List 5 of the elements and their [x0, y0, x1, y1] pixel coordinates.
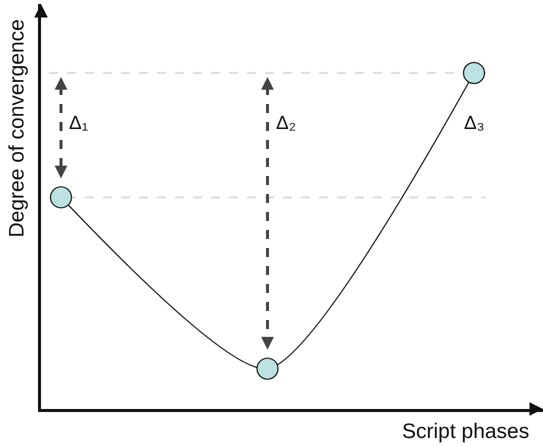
annotation: Δ₃: [464, 113, 484, 134]
y-axis-title: Degree of convergence: [6, 19, 28, 238]
annotation: Δ₁: [69, 113, 88, 134]
x-axis-title: Script phases: [402, 420, 530, 443]
annotation: Δ₂: [276, 113, 296, 134]
